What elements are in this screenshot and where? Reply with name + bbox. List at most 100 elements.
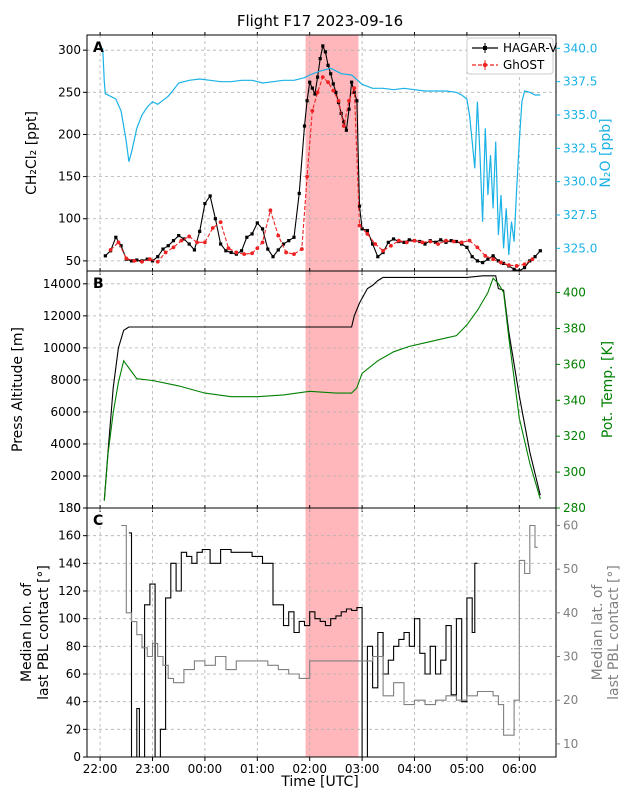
data-point — [129, 259, 134, 263]
y-tick-label: 20 — [66, 722, 81, 736]
x-tick-label: 22:00 — [83, 762, 118, 776]
data-point — [114, 235, 118, 239]
data-point — [171, 239, 176, 243]
panel-B: 0 2000 4000 6000 8000 10000 12000 14000 280 300 32… — [10, 268, 616, 515]
y2-tick-label: 10 — [563, 737, 578, 751]
data-point — [436, 242, 440, 246]
data-point — [250, 232, 254, 236]
data-point — [305, 174, 309, 179]
data-point — [326, 80, 330, 85]
data-point — [470, 255, 474, 259]
x-tick-label: 05:00 — [450, 762, 485, 776]
data-point — [360, 227, 364, 231]
y2-tick-label: 335.0 — [563, 108, 597, 122]
data-point — [483, 253, 488, 258]
data-point — [166, 244, 170, 248]
y-tick-label: 4000 — [50, 437, 81, 451]
y-axis-label: Press Altitude [m] — [10, 327, 26, 452]
data-point — [299, 247, 304, 251]
data-point — [352, 90, 356, 94]
series-line-2 — [102, 48, 541, 256]
data-point — [491, 257, 496, 262]
y2-tick-label: 30 — [563, 650, 578, 664]
y2-tick-label: 320 — [563, 429, 586, 443]
x-tick-label: 03:00 — [345, 762, 380, 776]
data-point — [147, 257, 152, 262]
panel-label: C — [93, 513, 103, 529]
legend-marker — [483, 46, 487, 50]
series-group — [103, 275, 541, 501]
data-point — [350, 80, 354, 84]
panel-C: 22:00 23:00 00:00 01:00 02:00 03:00 04:00 05:00… — [19, 501, 622, 776]
data-point — [287, 239, 291, 243]
data-point — [347, 98, 351, 103]
y-axis-label: CH₂Cl₂ [ppt] — [24, 111, 40, 195]
data-point — [381, 248, 385, 253]
legend: HAGAR-V GhOST — [466, 37, 558, 75]
data-point — [357, 223, 362, 228]
data-point — [481, 260, 485, 265]
y-tick-label: 2000 — [50, 469, 81, 483]
data-point — [321, 44, 325, 48]
data-point — [219, 242, 223, 246]
x-tick-label: 01:00 — [240, 762, 275, 776]
data-point — [229, 250, 233, 255]
data-point — [305, 99, 309, 103]
y-tick-label: 140 — [58, 556, 81, 570]
panel-label: B — [93, 276, 104, 292]
data-point — [155, 259, 160, 264]
data-point — [342, 120, 346, 124]
data-point — [514, 264, 519, 268]
data-point — [297, 191, 301, 196]
y-tick-label: 14000 — [43, 277, 81, 291]
data-point — [226, 246, 231, 251]
data-point — [336, 98, 341, 103]
y-axis-label-line2: last PBL contact [°] — [36, 565, 52, 700]
data-point — [260, 240, 265, 245]
panel-label: A — [93, 40, 104, 56]
data-point — [454, 239, 459, 244]
data-point — [260, 227, 265, 231]
data-point — [140, 259, 144, 264]
data-point — [496, 259, 500, 263]
y-tick-label: 50 — [66, 254, 81, 268]
data-point — [268, 208, 273, 213]
data-point — [313, 92, 317, 96]
y2-tick-label: 330.0 — [563, 175, 597, 189]
data-point — [376, 255, 380, 259]
y2-tick-label: 50 — [563, 562, 578, 576]
data-point — [449, 239, 453, 243]
panels: 50100150200250300325.0327.5330.0332.5335… — [10, 32, 622, 776]
data-point — [386, 240, 390, 244]
data-point — [451, 239, 456, 244]
x-tick-label: 04:00 — [397, 762, 432, 776]
y2-axis-label: Pot. Temp. [K] — [600, 341, 616, 438]
data-point — [161, 247, 165, 251]
data-point — [512, 267, 516, 271]
data-point — [428, 239, 433, 244]
data-point — [255, 221, 259, 225]
y-tick-label: 0 — [73, 750, 81, 764]
y-tick-label: 120 — [58, 584, 81, 598]
legend-entry: GhOST — [503, 58, 545, 72]
y-tick-label: 40 — [66, 695, 81, 709]
x-tick-label: 06:00 — [502, 762, 537, 776]
y2-axis-label: Median lat. of — [590, 584, 606, 681]
y-tick-label: 0 — [73, 501, 81, 515]
y2-tick-label: 400 — [563, 286, 586, 300]
data-point — [266, 247, 270, 251]
data-point — [334, 90, 338, 94]
series-group — [121, 524, 538, 757]
y2-tick-label: 325.0 — [563, 241, 597, 255]
data-point — [218, 220, 223, 225]
data-point — [145, 257, 149, 261]
y2-axis-label-line2: last PBL contact [°] — [606, 565, 622, 700]
x-axis-label: Time [UTC] — [280, 774, 358, 790]
data-point — [533, 255, 537, 259]
data-point — [467, 238, 472, 243]
data-point — [276, 248, 280, 252]
data-point — [522, 262, 527, 267]
data-point — [352, 86, 357, 90]
data-point — [412, 238, 417, 243]
y-tick-label: 200 — [58, 127, 81, 141]
